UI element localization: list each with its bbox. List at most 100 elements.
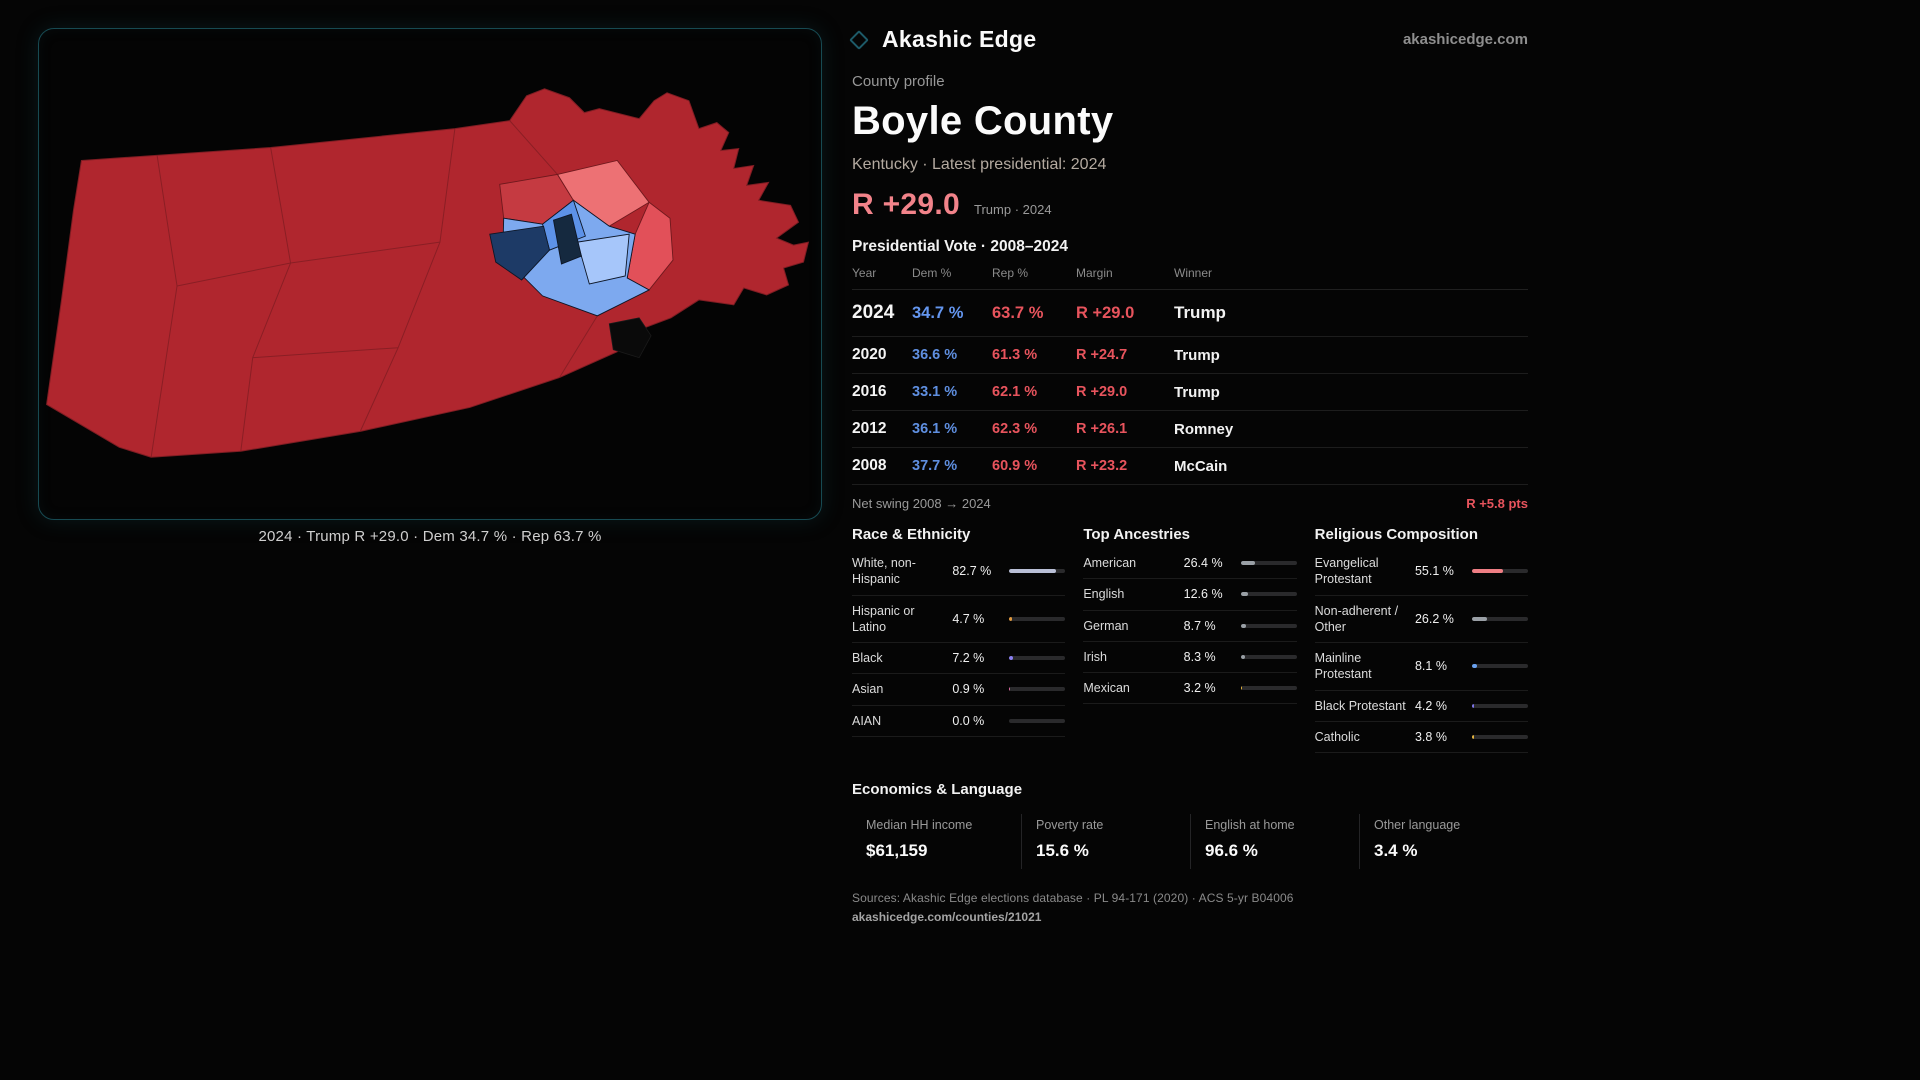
stat-value: 26.2 %	[1414, 611, 1454, 626]
margin-cell: R +29.0	[1076, 303, 1135, 322]
stat-value: 55.1 %	[1414, 564, 1454, 579]
stat-label: Asian	[852, 682, 884, 697]
footer-sources: Sources: Akashic Edge elections database…	[852, 891, 1294, 905]
stat-label: White, non-Hispanic	[852, 556, 916, 587]
precinct-black-notch	[608, 317, 652, 359]
vote-table: Year Dem % Rep % Margin Winner 2024 34.7…	[852, 266, 1528, 485]
col-year: Year	[852, 266, 877, 280]
stat-label: Evangelical Protestant	[1314, 556, 1379, 587]
site-title: Akashic Edge	[882, 26, 1037, 52]
stat-bar	[1240, 654, 1297, 659]
econ-stat-other-language: Other language 3.4 %	[1359, 814, 1528, 869]
net-swing-value: R +5.8 pts	[1466, 496, 1528, 511]
brand: Akashic Edge	[849, 26, 1037, 53]
col-winner: Winner	[1174, 266, 1213, 280]
economics-section-title: Economics & Language	[852, 781, 1023, 798]
page-title: Boyle County	[852, 99, 1114, 143]
stat-bar	[1471, 616, 1528, 621]
stat-row: AIAN 0.0 %	[852, 706, 1066, 737]
year-cell: 2016	[852, 383, 887, 400]
precinct-boundary-lines	[150, 120, 598, 458]
stat-label: American	[1083, 556, 1137, 570]
religion-column-title: Religious Composition	[1314, 526, 1478, 543]
diamond-logo-icon	[849, 29, 869, 50]
table-row-2012: 2012 36.1 % 62.3 % R +26.1 Romney	[852, 411, 1528, 448]
stat-row: American 26.4 %	[1083, 548, 1297, 580]
race-ethnicity-column: Race & Ethnicity White, non-Hispanic 82.…	[852, 526, 1066, 753]
stat-label: German	[1083, 618, 1129, 633]
winner-cell: Trump	[1174, 383, 1220, 401]
year-cell: 2024	[852, 302, 895, 323]
winner-cell: Romney	[1174, 420, 1234, 438]
econ-stat-value: $61,159	[866, 841, 928, 860]
stat-row: German 8.7 %	[1083, 611, 1297, 642]
table-row-2020: 2020 36.6 % 61.3 % R +24.7 Trump	[852, 337, 1528, 374]
vote-table-header: Year Dem % Rep % Margin Winner	[852, 266, 1528, 290]
religion-column: Religious Composition Evangelical Protes…	[1314, 526, 1528, 753]
stat-value: 26.4 %	[1183, 556, 1223, 571]
net-swing-row: Net swing 2008 → 2024 R +5.8 pts	[852, 485, 1528, 524]
stat-row: Mexican 3.2 %	[1083, 673, 1297, 705]
rep-cell: 62.3 %	[992, 421, 1038, 437]
winner-cell: McCain	[1174, 457, 1228, 475]
rep-cell: 60.9 %	[992, 458, 1038, 474]
year-cell: 2012	[852, 420, 887, 437]
stat-bar	[1009, 718, 1066, 723]
econ-stat-label: Poverty rate	[1036, 818, 1104, 832]
stat-bar	[1471, 734, 1528, 739]
footer-permalink-link[interactable]: akashicedge.com/counties/21021	[852, 910, 1042, 924]
winner-cell: Trump	[1174, 303, 1226, 322]
precinct-navy-sliver	[552, 213, 582, 265]
stat-bar	[1471, 703, 1528, 708]
stat-value: 3.8 %	[1414, 729, 1447, 744]
dem-cell: 37.7 %	[912, 458, 958, 474]
kicker: County profile	[852, 73, 945, 90]
stat-value: 8.1 %	[1414, 659, 1447, 674]
demographics-section: Race & Ethnicity White, non-Hispanic 82.…	[852, 526, 1528, 753]
margin-cell: R +26.1	[1076, 421, 1128, 437]
stat-value: 0.9 %	[952, 682, 985, 697]
vote-table-title: Presidential Vote · 2008–2024	[852, 238, 1068, 255]
econ-stat-poverty-rate: Poverty rate 15.6 %	[1021, 814, 1190, 869]
headline-margin-value: R +29.0	[852, 188, 961, 221]
ancestries-column: Top Ancestries American 26.4 % English 1…	[1083, 526, 1297, 753]
stat-value: 8.3 %	[1183, 649, 1216, 664]
margin-cell: R +29.0	[1076, 384, 1128, 400]
stat-label: Hispanic or Latino	[852, 603, 915, 634]
econ-stat-english-at-home: English at home 96.6 %	[1190, 814, 1359, 869]
ancestries-column-title: Top Ancestries	[1083, 526, 1191, 543]
page-subtitle: Kentucky · Latest presidential: 2024	[852, 156, 1107, 173]
econ-stat-label: Other language	[1374, 818, 1461, 832]
stat-row: Hispanic or Latino 4.7 %	[852, 596, 1066, 643]
table-row-2008: 2008 37.7 % 60.9 % R +23.2 McCain	[852, 448, 1528, 485]
county-info-panel: Akashic Edge akashicedge.com County prof…	[849, 26, 1528, 926]
econ-stat-median-income: Median HH income $61,159	[852, 814, 1021, 869]
stat-label: Black	[852, 651, 883, 665]
col-margin: Margin	[1076, 266, 1113, 280]
headline-margin-block: R +29.0 Trump · 2024	[852, 188, 1528, 222]
econ-stat-value: 15.6 %	[1036, 841, 1089, 860]
city-precinct-cluster	[489, 159, 674, 317]
site-url-link[interactable]: akashicedge.com	[1402, 31, 1528, 48]
stat-label: Catholic	[1314, 729, 1360, 744]
stat-bar	[1240, 623, 1297, 628]
stat-bar	[1471, 664, 1528, 669]
winner-cell: Trump	[1174, 346, 1220, 364]
stat-label: English	[1083, 587, 1125, 602]
table-row-2024: 2024 34.7 % 63.7 % R +29.0 Trump	[852, 290, 1528, 337]
precinct-navy-wedge	[489, 225, 551, 281]
stat-value: 7.2 %	[952, 651, 985, 666]
stat-row: Irish 8.3 %	[1083, 642, 1297, 673]
margin-cell: R +24.7	[1076, 347, 1128, 363]
econ-stat-label: English at home	[1205, 818, 1295, 832]
col-rep: Rep %	[992, 266, 1029, 280]
stat-value: 0.0 %	[952, 713, 985, 728]
stat-row: Mainline Protestant 8.1 %	[1314, 643, 1528, 691]
stat-row: Asian 0.9 %	[852, 674, 1066, 706]
site-header: Akashic Edge akashicedge.com	[849, 26, 1528, 53]
stat-value: 4.2 %	[1414, 698, 1447, 713]
stat-bar	[1009, 616, 1066, 621]
year-cell: 2020	[852, 346, 887, 363]
precinct-salmon-top	[556, 159, 650, 227]
